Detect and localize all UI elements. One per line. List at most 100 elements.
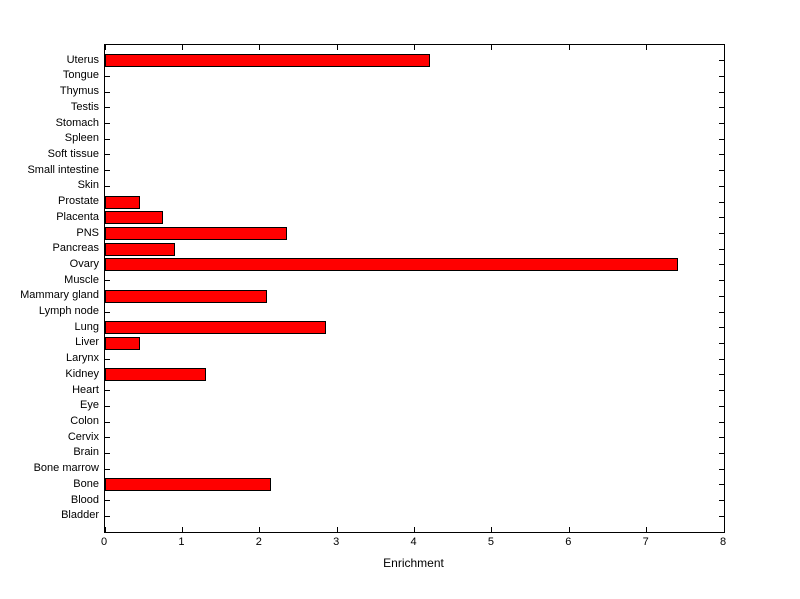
y-tick [719, 390, 724, 392]
x-tick [723, 527, 725, 532]
y-tick [719, 437, 724, 439]
x-tick [104, 45, 106, 50]
y-category-label-ovary: Ovary [69, 257, 99, 270]
y-tick [719, 170, 724, 172]
x-tick-label-8: 8 [719, 536, 727, 548]
y-category-label-mammary-gland: Mammary gland [20, 289, 99, 302]
y-category-label-testis: Testis [70, 100, 99, 113]
y-category-label-spleen: Spleen [64, 132, 99, 145]
y-category-label-eye: Eye [80, 399, 99, 412]
y-tick [719, 60, 724, 62]
y-tick [105, 154, 110, 156]
y-category-label-bone-marrow: Bone marrow [33, 462, 99, 475]
bar-liver [105, 336, 140, 350]
x-tick-label-5: 5 [487, 536, 494, 548]
y-tick [719, 233, 724, 235]
y-category-label-bone: Bone [73, 477, 99, 490]
y-category-label-heart: Heart [72, 383, 99, 396]
y-category-label-cervix: Cervix [67, 430, 99, 443]
y-tick [719, 421, 724, 423]
y-tick [719, 217, 724, 219]
bar-prostate [105, 195, 140, 209]
y-category-label-colon: Colon [70, 415, 99, 428]
bar-placenta [105, 211, 164, 225]
y-tick [105, 405, 110, 407]
y-category-label-liver: Liver [75, 336, 99, 349]
x-tick [104, 527, 106, 532]
y-tick [719, 500, 724, 502]
y-tick [105, 185, 110, 187]
y-category-label-tongue: Tongue [62, 69, 99, 82]
bar-pns [105, 227, 287, 241]
y-category-label-blood: Blood [70, 493, 99, 506]
x-tick [723, 45, 725, 50]
y-tick [105, 358, 110, 360]
y-tick [105, 390, 110, 392]
bar-lung [105, 321, 326, 335]
plot-area [104, 44, 725, 533]
y-category-label-pns: PNS [76, 226, 99, 239]
y-category-label-uterus: Uterus [66, 53, 99, 66]
y-category-label-pancreas: Pancreas [52, 242, 99, 255]
y-tick [105, 280, 110, 282]
y-category-label-placenta: Placenta [56, 210, 99, 223]
bar-kidney [105, 368, 206, 382]
x-tick [336, 45, 338, 50]
y-tick [105, 437, 110, 439]
y-tick [719, 327, 724, 329]
x-tick-label-6: 6 [565, 536, 572, 548]
y-tick [719, 374, 724, 376]
y-tick [719, 342, 724, 344]
y-tick [719, 405, 724, 407]
y-tick [105, 311, 110, 313]
y-category-label-soft-tissue: Soft tissue [47, 147, 99, 160]
y-tick [719, 358, 724, 360]
y-category-label-thymus: Thymus [59, 85, 99, 98]
y-category-label-stomach: Stomach [55, 116, 99, 129]
y-category-label-lymph-node: Lymph node [38, 305, 99, 318]
bar-mammary-gland [105, 289, 268, 303]
y-tick [105, 138, 110, 140]
x-tick [181, 527, 183, 532]
bar-bone [105, 478, 272, 492]
y-tick [719, 264, 724, 266]
x-tick [259, 45, 261, 50]
y-tick [105, 75, 110, 77]
y-tick [105, 91, 110, 93]
y-tick [719, 295, 724, 297]
y-tick [719, 515, 724, 517]
y-tick [719, 138, 724, 140]
x-tick-label-4: 4 [410, 536, 417, 548]
x-tick-label-1: 1 [178, 536, 185, 548]
x-tick [259, 527, 261, 532]
y-tick [719, 280, 724, 282]
x-axis-label: Enrichment [383, 556, 444, 570]
x-tick [568, 45, 570, 50]
y-category-label-skin: Skin [77, 179, 99, 192]
y-category-label-prostate: Prostate [58, 195, 99, 208]
x-tick [646, 45, 648, 50]
y-tick [105, 421, 110, 423]
y-tick [105, 515, 110, 517]
y-tick [719, 75, 724, 77]
y-tick [719, 452, 724, 454]
y-tick [719, 91, 724, 93]
y-tick [719, 107, 724, 109]
y-category-label-brain: Brain [73, 446, 99, 459]
y-tick [719, 311, 724, 313]
x-tick [414, 527, 415, 532]
y-category-label-small-intestine: Small intestine [27, 163, 99, 176]
y-category-label-muscle: Muscle [64, 273, 99, 286]
x-tick [491, 527, 493, 532]
bar-ovary [105, 258, 678, 272]
x-tick [568, 527, 570, 532]
y-category-label-lung: Lung [74, 320, 99, 333]
y-tick [719, 154, 724, 156]
y-tick [105, 170, 110, 172]
x-tick [491, 45, 493, 50]
y-category-label-larynx: Larynx [65, 352, 99, 365]
y-tick [719, 248, 724, 250]
y-tick [719, 201, 724, 203]
y-tick [105, 107, 110, 109]
